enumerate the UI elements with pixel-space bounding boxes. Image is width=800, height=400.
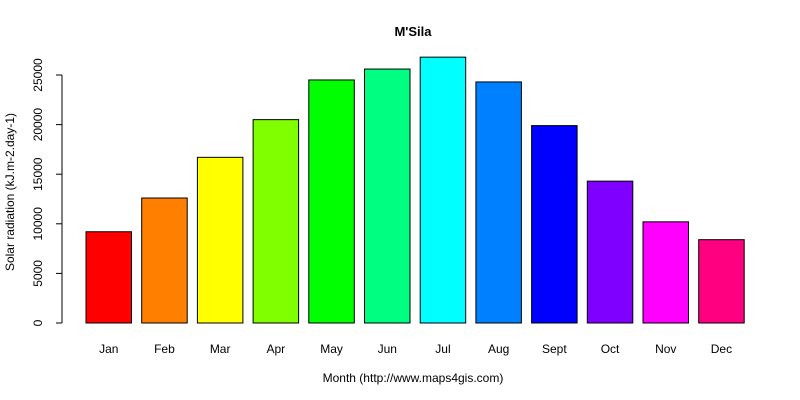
bar-mar — [196, 156, 244, 324]
y-axis-label: Solar radiation (kJ.m-2.day-1) — [3, 113, 17, 271]
bar-dec — [698, 239, 745, 324]
x-tick-label: May — [320, 342, 343, 356]
y-axis: 0 5000 10000 15000 20000 25000 — [31, 58, 63, 326]
bar-jul — [419, 56, 467, 324]
x-axis-label: Month (http://www.maps4gis.com) — [323, 371, 504, 385]
x-tick-label: Apr — [267, 342, 286, 356]
bar-nov — [642, 221, 689, 324]
chart-title: M'Sila — [394, 24, 432, 39]
x-tick-label: Feb — [154, 342, 175, 356]
x-tick-label: Mar — [210, 342, 231, 356]
y-tick-label: 25000 — [31, 58, 45, 92]
y-tick-label: 15000 — [31, 157, 45, 191]
x-tick-label: Jun — [378, 342, 397, 356]
y-tick-label: 10000 — [31, 207, 45, 241]
bar-sept — [531, 125, 578, 324]
x-tick-label: Aug — [488, 342, 509, 356]
bars-group — [85, 56, 745, 324]
bar-feb — [141, 197, 188, 324]
x-tick-label: Oct — [601, 342, 620, 356]
bar-oct — [586, 180, 634, 324]
bar-apr — [252, 119, 300, 324]
y-tick-label: 5000 — [31, 260, 45, 287]
bar-jun — [364, 68, 411, 324]
x-tick-label: Nov — [655, 342, 676, 356]
x-tick-label: Jul — [435, 342, 450, 356]
bar-aug — [475, 81, 522, 324]
x-tick-label: Jan — [99, 342, 118, 356]
x-tick-label: Sept — [542, 342, 567, 356]
y-tick-label: 0 — [31, 319, 45, 326]
bar-jan — [85, 231, 132, 324]
x-tick-labels: Jan Feb Mar Apr May Jun Jul Aug Sept Oct Nov Dec — [99, 342, 732, 356]
y-tick-label: 20000 — [31, 108, 45, 142]
bar-may — [308, 79, 355, 324]
x-tick-label: Dec — [711, 342, 732, 356]
